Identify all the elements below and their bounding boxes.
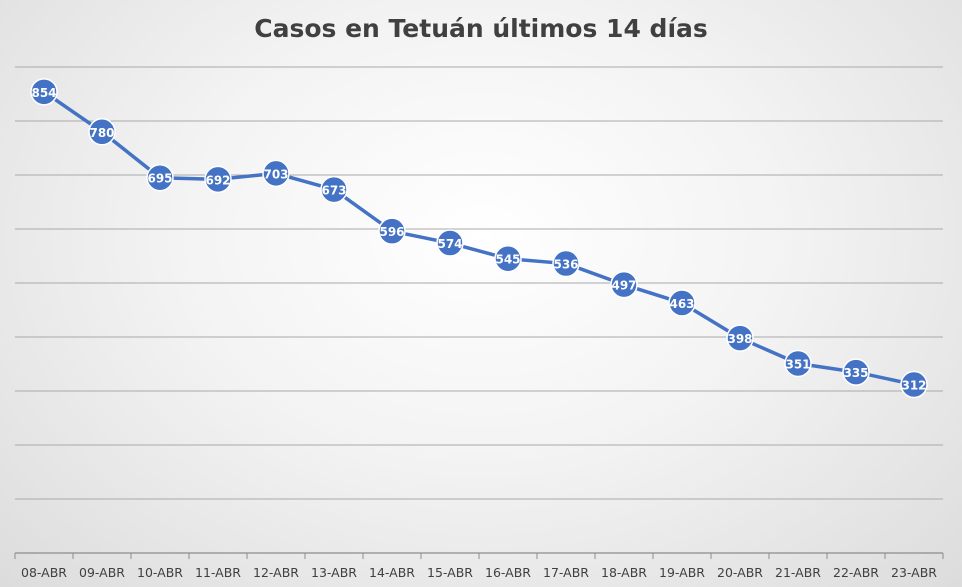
- x-tick-label: 15-ABR: [427, 565, 473, 580]
- data-label: 351: [785, 357, 810, 371]
- data-point-marker: [204, 165, 232, 194]
- chart-title: Casos en Tetuán últimos 14 días: [254, 14, 708, 43]
- x-tick-labels: 08-ABR 09-ABR 10-ABR 11-ABR 12-ABR 13-ABR 14-A…: [21, 565, 937, 580]
- gridlines: [15, 66, 943, 500]
- x-tick-label: 17-ABR: [543, 565, 589, 580]
- data-label: 497: [611, 279, 636, 293]
- data-label: 695: [147, 172, 172, 186]
- x-tick-label: 20-ABR: [717, 565, 763, 580]
- data-label: 780: [89, 126, 114, 140]
- markers-group: 854 780 695 692 703 673 596 574 545 536 497 463 398 3…: [30, 78, 928, 399]
- x-tick-label: 23-ABR: [891, 565, 937, 580]
- data-label: 463: [669, 297, 694, 311]
- x-tick-label: 14-ABR: [369, 565, 415, 580]
- data-label: 692: [205, 173, 230, 187]
- data-point-marker: [784, 349, 812, 378]
- data-point-marker: [668, 289, 696, 317]
- x-tick-label: 18-ABR: [601, 565, 647, 580]
- data-label: 335: [843, 366, 868, 380]
- data-point-marker: [900, 370, 928, 399]
- data-point-marker: [436, 229, 464, 257]
- data-label: 854: [31, 86, 56, 100]
- data-point-marker: [146, 163, 174, 192]
- x-tick-label: 08-ABR: [21, 565, 67, 580]
- data-label: 596: [379, 225, 404, 239]
- series-line: [43, 90, 915, 387]
- x-tick-label: 10-ABR: [137, 565, 183, 580]
- data-label: 574: [437, 237, 462, 251]
- x-tick-label: 21-ABR: [775, 565, 821, 580]
- x-tick-label: 12-ABR: [253, 565, 299, 580]
- data-point-marker: [88, 118, 116, 146]
- data-label: 398: [727, 332, 752, 346]
- data-point-marker: [610, 270, 638, 299]
- data-point-marker: [262, 159, 290, 188]
- data-point-marker: [378, 217, 406, 245]
- data-point-marker: [30, 78, 58, 106]
- x-tick-label: 22-ABR: [833, 565, 879, 580]
- data-label: 312: [901, 379, 926, 393]
- x-tick-label: 19-ABR: [659, 565, 705, 580]
- data-label: 703: [263, 167, 288, 181]
- x-tick-label: 16-ABR: [485, 565, 531, 580]
- data-point-marker: [552, 249, 580, 278]
- x-tick-label: 09-ABR: [79, 565, 125, 580]
- data-label: 545: [495, 253, 520, 267]
- x-tick-label: 13-ABR: [311, 565, 357, 580]
- data-label: 536: [553, 258, 578, 272]
- data-point-marker: [320, 175, 348, 204]
- data-point-marker: [726, 324, 754, 352]
- data-label: 673: [321, 184, 346, 198]
- series-line-group: [43, 90, 915, 387]
- data-point-marker: [494, 244, 522, 273]
- data-point-marker: [842, 358, 870, 386]
- x-axis: [14, 552, 944, 559]
- x-tick-label: 11-ABR: [195, 565, 241, 580]
